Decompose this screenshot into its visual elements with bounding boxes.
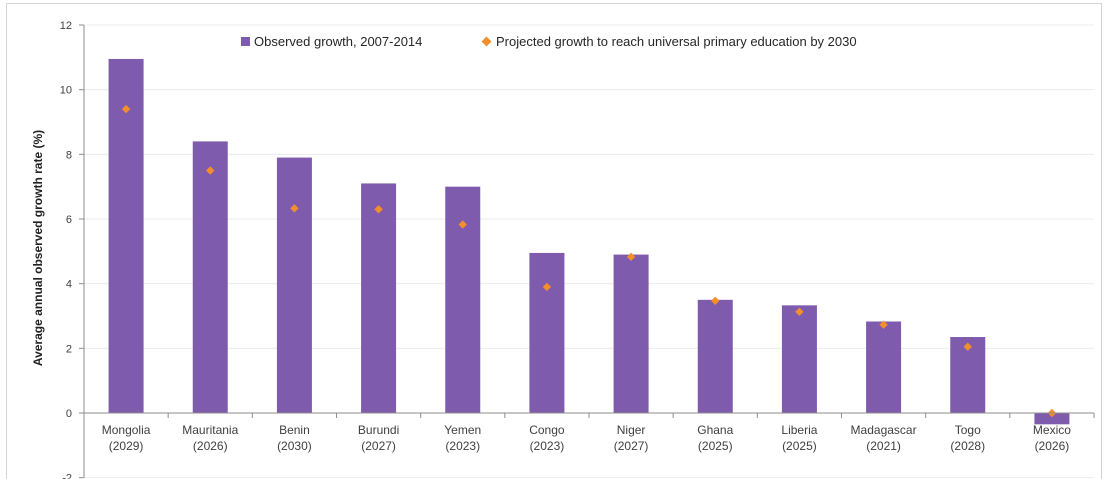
bar-observed bbox=[361, 183, 397, 413]
marker-projected bbox=[290, 204, 299, 213]
marker-projected bbox=[879, 320, 888, 329]
bar-observed bbox=[192, 141, 228, 413]
x-category-year: (2026) bbox=[193, 439, 228, 453]
x-category-year: (2028) bbox=[950, 439, 985, 453]
y-tick-label: 10 bbox=[60, 85, 72, 97]
x-category-label: Mexico bbox=[1033, 423, 1071, 437]
x-category-year: (2025) bbox=[698, 439, 733, 453]
marker-projected bbox=[206, 166, 215, 175]
bar-observed bbox=[697, 299, 733, 413]
bar-observed bbox=[108, 58, 144, 413]
x-category-label: Burundi bbox=[358, 423, 399, 437]
y-tick-label: 6 bbox=[66, 214, 72, 226]
marker-projected bbox=[795, 307, 804, 316]
projected-markers bbox=[121, 104, 1057, 418]
y-tick-label: 8 bbox=[66, 149, 72, 161]
bar-observed bbox=[276, 157, 312, 413]
observed-bars bbox=[108, 58, 1070, 425]
axes bbox=[79, 24, 1095, 479]
marker-projected bbox=[963, 342, 972, 351]
y-axis-label: Average annual observed growth rate (%) bbox=[31, 130, 45, 366]
x-category-year: (2029) bbox=[109, 439, 144, 453]
x-category-year: (2027) bbox=[361, 439, 396, 453]
x-category-year: (2026) bbox=[1035, 439, 1070, 453]
x-category-label: Yemen bbox=[444, 423, 481, 437]
y-tick-label: 12 bbox=[60, 20, 72, 32]
legend-swatch-projected bbox=[481, 36, 492, 47]
bar-observed bbox=[529, 252, 565, 413]
y-tick-label: 0 bbox=[66, 408, 72, 420]
legend-swatch-observed bbox=[241, 37, 250, 46]
x-category-year: (2023) bbox=[530, 439, 565, 453]
x-category-year: (2023) bbox=[445, 439, 480, 453]
x-category-year: (2027) bbox=[614, 439, 649, 453]
x-category-label: Madagascar bbox=[851, 423, 917, 437]
y-tick-label: 4 bbox=[66, 279, 72, 291]
x-category-label: Benin bbox=[279, 423, 310, 437]
y-tick-label: -2 bbox=[62, 473, 72, 479]
x-category-year: (2021) bbox=[866, 439, 901, 453]
legend: Observed growth, 2007-2014 Projected gro… bbox=[241, 34, 857, 49]
x-category-label: Ghana bbox=[697, 423, 733, 437]
bar-observed bbox=[1034, 413, 1070, 425]
x-category-label: Mauritania bbox=[182, 423, 238, 437]
y-tick-labels: -2 0 2 4 6 8 10 12 bbox=[60, 20, 72, 479]
marker-projected bbox=[121, 104, 131, 114]
legend-label-observed: Observed growth, 2007-2014 bbox=[254, 34, 422, 49]
x-category-year: (2025) bbox=[782, 439, 817, 453]
x-category-label: Mongolia bbox=[102, 423, 151, 437]
marker-projected bbox=[542, 282, 552, 292]
x-category-label: Congo bbox=[529, 423, 565, 437]
x-category-year: (2030) bbox=[277, 439, 312, 453]
x-category-label: Liberia bbox=[781, 423, 817, 437]
legend-label-projected: Projected growth to reach universal prim… bbox=[496, 34, 857, 49]
marker-projected bbox=[458, 220, 467, 229]
x-category-label: Togo bbox=[955, 423, 981, 437]
bar-observed bbox=[613, 254, 649, 413]
bar-observed bbox=[866, 321, 902, 413]
chart-frame bbox=[6, 3, 1102, 479]
marker-projected bbox=[374, 205, 383, 214]
marker-projected bbox=[626, 252, 636, 262]
x-category-labels: Mongolia (2029) Mauritania (2026) Benin (2030… bbox=[102, 423, 1072, 453]
gridlines bbox=[84, 24, 1094, 479]
y-tick-label: 2 bbox=[66, 343, 72, 355]
x-category-label: Niger bbox=[617, 423, 646, 437]
marker-projected bbox=[711, 296, 720, 306]
bar-observed bbox=[781, 305, 817, 413]
